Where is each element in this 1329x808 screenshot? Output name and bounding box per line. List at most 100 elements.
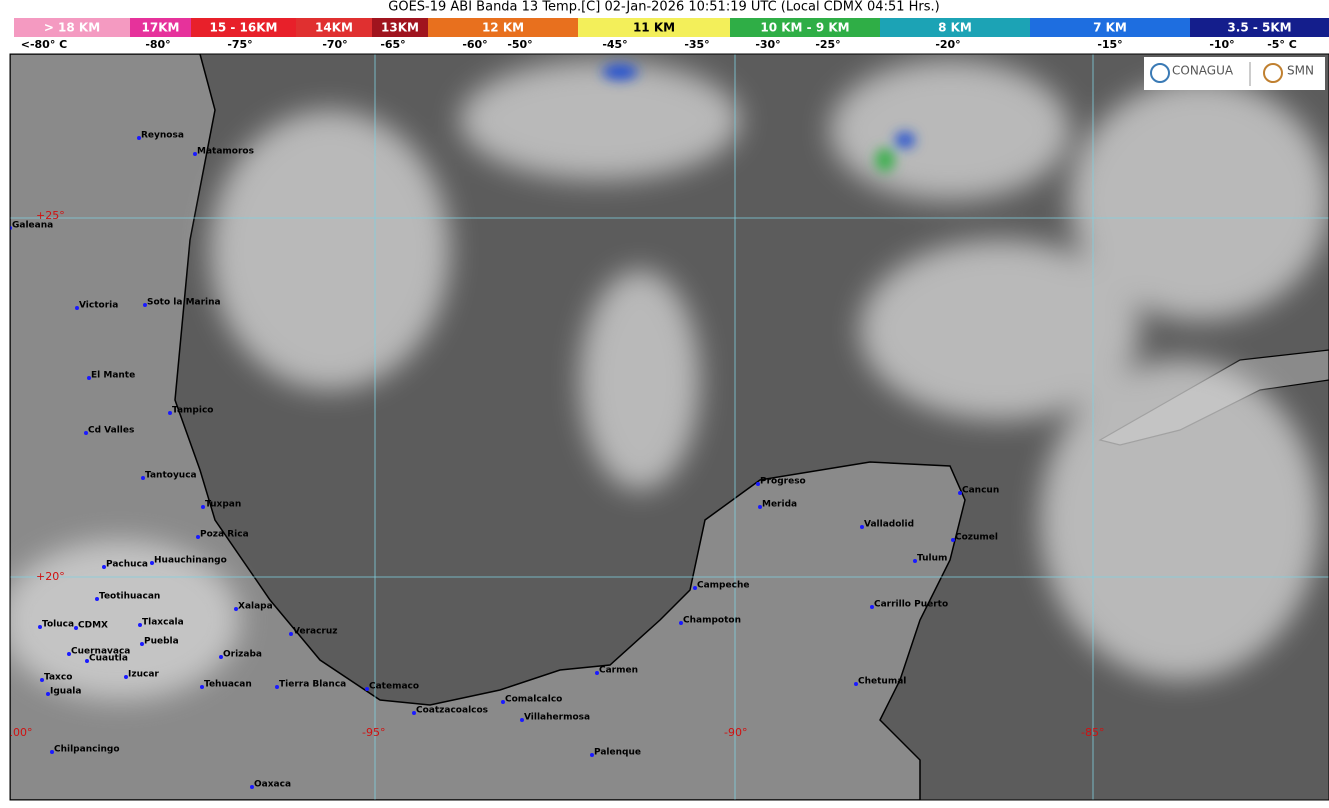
city-dot: [138, 623, 142, 627]
temp-label: -45°: [602, 38, 627, 51]
city-dot: [913, 559, 917, 563]
legend-label: 11 KM: [633, 21, 675, 35]
city-label: Cuernavaca: [71, 647, 130, 657]
city-label: Taxco: [44, 673, 72, 683]
city-label: Comalcalco: [505, 695, 562, 705]
city-dot: [679, 621, 683, 625]
map-frame: [9, 53, 1329, 801]
temp-label: <-80° C: [21, 38, 68, 51]
legend-band: [578, 18, 730, 37]
city-dot: [595, 671, 599, 675]
city-label: Catemaco: [369, 682, 419, 692]
city-label: Iguala: [50, 687, 81, 697]
city-label: Tantoyuca: [145, 471, 197, 481]
temp-label: -60°: [462, 38, 487, 51]
temp-label: -20°: [935, 38, 960, 51]
temp-label: -70°: [322, 38, 347, 51]
city-dot: [46, 692, 50, 696]
legend-band: [730, 18, 880, 37]
city-label: Orizaba: [223, 650, 262, 660]
legend-label: 13KM: [381, 21, 419, 35]
city-dot: [50, 750, 54, 754]
logo-icon: [1150, 63, 1170, 83]
city-dot: [860, 525, 864, 529]
city-label: Victoria: [79, 301, 118, 311]
city-dot: [250, 785, 254, 789]
legend-label: 17KM: [142, 21, 180, 35]
grid-label: +25°: [36, 209, 65, 222]
city-label: Progreso: [760, 477, 806, 487]
city-label: Izucar: [128, 670, 159, 680]
temp-label: -75°: [227, 38, 252, 51]
city-label: Tampico: [172, 406, 213, 416]
logo-smn: SMN: [1287, 64, 1314, 78]
legend-label: 12 KM: [482, 21, 524, 35]
city-label: Coatzacoalcos: [416, 706, 488, 716]
legend-label: 14KM: [315, 21, 353, 35]
city-label: Chilpancingo: [54, 745, 120, 755]
city-label: Carmen: [599, 666, 638, 676]
city-label: Tuxpan: [205, 500, 241, 510]
city-dot: [150, 561, 154, 565]
temp-label: -35°: [684, 38, 709, 51]
city-dot: [67, 652, 71, 656]
city-dot: [234, 607, 238, 611]
city-label: Oaxaca: [254, 780, 291, 790]
land: [10, 54, 966, 800]
logo-box: [1144, 57, 1325, 90]
city-label: Huauchinango: [154, 556, 227, 566]
city-label: Cd Valles: [88, 426, 134, 436]
legend-band: [428, 18, 578, 37]
city-dot: [201, 505, 205, 509]
logo-conagua: CONAGUA: [1172, 64, 1234, 78]
legend-label: 3.5 - 5KM: [1227, 21, 1291, 35]
city-dot: [289, 632, 293, 636]
temp-label: -65°: [380, 38, 405, 51]
title: GOES-19 ABI Banda 13 Temp.[C] 02-Jan-202…: [388, 0, 939, 15]
city-dot: [520, 718, 524, 722]
city-label: Pachuca: [106, 560, 148, 570]
city-label: Cancun: [962, 486, 999, 496]
city-dot: [85, 659, 89, 663]
city-dot: [200, 685, 204, 689]
grid-label: +20°: [36, 570, 65, 583]
city-dot: [219, 655, 223, 659]
city-dot: [102, 565, 106, 569]
grid-label: -100°: [2, 726, 32, 739]
city-label: El Mante: [91, 371, 135, 381]
city-label: Campeche: [697, 581, 749, 591]
city-dot: [756, 482, 760, 486]
legend-band: [14, 18, 130, 37]
temp-label: -25°: [815, 38, 840, 51]
city-dot: [38, 625, 42, 629]
grid-label: -90°: [724, 726, 747, 739]
logo-icon: [1263, 63, 1283, 83]
city-dot: [140, 642, 144, 646]
city-label: Valladolid: [864, 520, 914, 530]
city-dot: [74, 626, 78, 630]
city-dot: [870, 605, 874, 609]
city-dot: [958, 491, 962, 495]
legend-band: [880, 18, 1030, 37]
city-label: Champoton: [683, 616, 741, 626]
city-label: Veracruz: [293, 627, 338, 637]
city-dot: [693, 586, 697, 590]
legend-band: [372, 18, 428, 37]
grid-label: -85°: [1081, 726, 1104, 739]
city-dot: [365, 687, 369, 691]
city-dot: [168, 411, 172, 415]
legend-band: [1190, 18, 1329, 37]
city-label: Tlaxcala: [142, 618, 184, 628]
city-label: Matamoros: [197, 147, 254, 157]
city-dot: [758, 505, 762, 509]
city-dot: [137, 136, 141, 140]
city-label: Puebla: [144, 637, 179, 647]
city-label: Cozumel: [955, 533, 998, 543]
city-label: Tierra Blanca: [279, 680, 346, 690]
city-label: Xalapa: [238, 602, 273, 612]
legend-label: 7 KM: [1093, 21, 1127, 35]
city-dot: [196, 535, 200, 539]
legend-label: 15 - 16KM: [210, 21, 278, 35]
city-label: Poza Rica: [200, 530, 249, 540]
